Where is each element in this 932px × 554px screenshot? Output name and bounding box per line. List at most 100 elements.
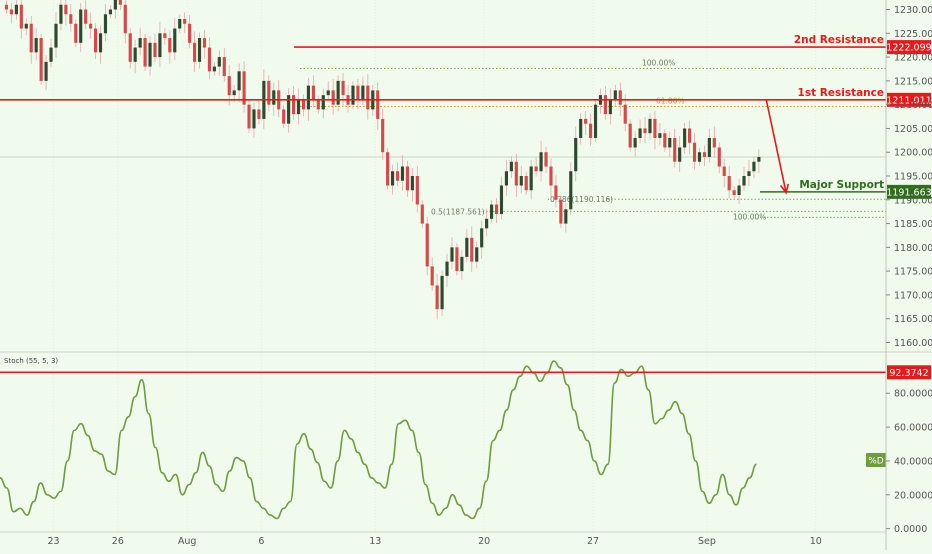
level-price-label: 1191.663 <box>886 187 931 198</box>
price-tick-label: 1205.000 <box>894 124 932 135</box>
candle-body <box>29 23 33 53</box>
candle <box>658 122 662 146</box>
price-tick-label: 1170.000 <box>894 290 932 301</box>
level-price-badge <box>887 92 931 107</box>
candle-body <box>361 85 365 100</box>
candle <box>435 273 439 320</box>
candle <box>54 12 58 58</box>
fib-label: 61.80% <box>656 97 685 106</box>
candle-body <box>128 33 132 62</box>
level-price-label: 1222.099 <box>886 43 931 54</box>
candle <box>311 75 315 108</box>
candle-body <box>202 38 207 48</box>
candle <box>301 94 306 117</box>
candle <box>212 62 216 76</box>
candle <box>24 18 28 36</box>
candle-body <box>287 95 291 124</box>
candle-body <box>336 80 340 105</box>
candle-body <box>257 109 261 119</box>
candle <box>732 185 736 200</box>
candle <box>564 202 568 233</box>
candle <box>727 165 731 199</box>
candle-body <box>24 23 28 29</box>
candle-body <box>524 176 528 191</box>
candle <box>470 226 474 272</box>
stoch-series-badge <box>866 453 886 467</box>
candle-body <box>232 90 236 96</box>
candle-body <box>549 166 553 186</box>
candle <box>84 0 88 30</box>
candle <box>529 159 533 200</box>
candle <box>554 175 558 208</box>
stoch-tick-label: 80.0000 <box>894 389 932 400</box>
candle-body <box>648 118 652 134</box>
candle-body <box>212 66 216 72</box>
candle-body <box>267 80 271 105</box>
candle <box>415 165 419 213</box>
level-price-label: 1211.011 <box>886 95 931 106</box>
candle-body <box>623 104 627 124</box>
candle <box>336 75 340 112</box>
candle-body <box>376 90 380 119</box>
candle <box>499 176 504 220</box>
candle <box>98 25 103 64</box>
candle-body <box>579 118 583 138</box>
candle <box>440 270 444 316</box>
candle-body <box>227 76 231 96</box>
candle-body <box>707 137 711 157</box>
candle <box>44 55 48 90</box>
candle <box>494 197 499 224</box>
candle-body <box>534 166 538 172</box>
candle <box>519 165 523 194</box>
candle-body <box>222 57 226 77</box>
candle-body <box>643 128 647 134</box>
candle <box>405 161 409 197</box>
level-name-label: 2nd Resistance <box>794 34 884 46</box>
stoch-level-badge <box>887 365 931 380</box>
candle-body <box>133 47 137 62</box>
candle-body <box>197 38 202 62</box>
candle <box>296 88 301 125</box>
candle-body <box>618 90 622 105</box>
candle <box>59 0 63 31</box>
candle-body <box>480 228 484 248</box>
stoch-tick-label: 40.0000 <box>894 456 932 467</box>
candle <box>267 75 271 112</box>
candle <box>252 102 256 138</box>
candle-body <box>737 185 741 196</box>
candle-body <box>564 209 568 224</box>
stoch-level-label: 92.3742 <box>889 368 928 379</box>
candle-body <box>173 28 177 53</box>
candle <box>593 100 598 143</box>
candle <box>29 15 33 64</box>
candle <box>79 2 83 52</box>
candle <box>242 61 246 113</box>
candle <box>128 27 132 69</box>
candle-body <box>673 137 677 162</box>
candle <box>19 0 23 39</box>
fib-label: 100.00% <box>642 58 675 67</box>
candle <box>648 113 652 140</box>
candle-body <box>465 237 469 257</box>
candle-body <box>59 4 63 24</box>
candle-body <box>504 171 508 186</box>
price-tick-label: 1175.000 <box>894 267 932 278</box>
candle-body <box>103 14 108 34</box>
candle <box>549 158 553 197</box>
candle-body <box>425 223 429 267</box>
candle-body <box>123 4 127 34</box>
candle <box>678 136 682 172</box>
candle <box>395 162 400 187</box>
candle <box>712 126 716 158</box>
price-tick-label: 1230.000 <box>894 5 932 16</box>
candle-body <box>410 176 414 191</box>
time-tick-label: Aug <box>178 536 197 547</box>
candle <box>183 12 187 33</box>
candle-body <box>400 166 405 181</box>
candle <box>118 0 122 11</box>
candle-body <box>430 266 434 286</box>
candle-body <box>490 204 494 219</box>
candle-body <box>351 85 355 105</box>
candle-body <box>668 137 672 148</box>
price-tick-label: 1210.000 <box>894 100 932 111</box>
